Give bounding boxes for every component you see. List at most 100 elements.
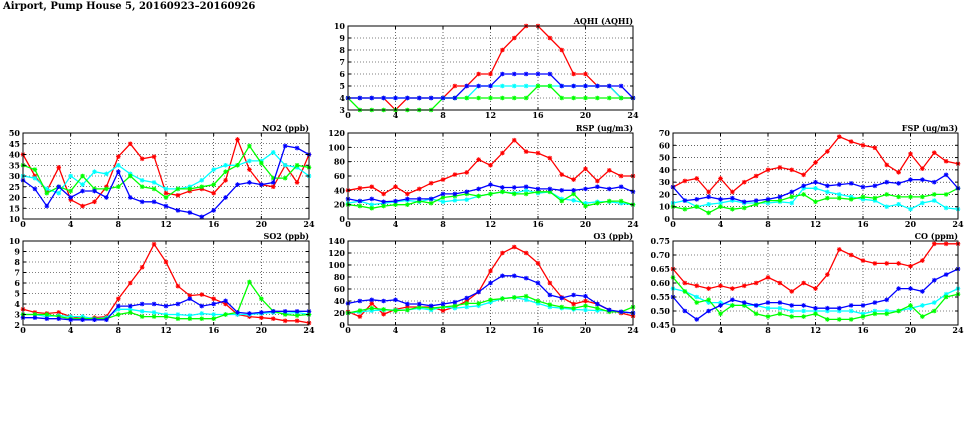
data-point bbox=[765, 275, 771, 280]
data-point bbox=[116, 303, 121, 309]
data-point bbox=[139, 309, 145, 314]
data-point bbox=[682, 178, 688, 184]
data-point bbox=[583, 95, 588, 101]
data-point bbox=[825, 189, 830, 195]
data-point bbox=[416, 95, 422, 101]
data-point bbox=[511, 83, 517, 89]
data-point bbox=[44, 312, 50, 317]
data-point bbox=[464, 301, 470, 306]
data-point bbox=[393, 95, 398, 101]
data-point bbox=[920, 200, 925, 206]
data-point bbox=[56, 165, 62, 170]
data-point bbox=[765, 167, 771, 173]
data-point bbox=[270, 309, 276, 314]
y-tick-label: 140 bbox=[328, 236, 345, 246]
data-point bbox=[848, 139, 854, 144]
y-tick-label: 60 bbox=[659, 140, 671, 150]
data-point bbox=[452, 172, 458, 177]
x-tick-label: 16 bbox=[208, 325, 220, 335]
data-point bbox=[559, 304, 565, 310]
data-point bbox=[583, 293, 588, 299]
data-point bbox=[730, 303, 735, 308]
data-point bbox=[718, 311, 723, 317]
series-3 bbox=[345, 182, 636, 205]
axes: 0 4 8 12 16 20 24 0.45 0.50 0.55 0.60 0.65 0.70 0.75 bbox=[651, 236, 964, 335]
data-point bbox=[104, 171, 109, 177]
x-tick-label: 24 bbox=[627, 325, 639, 335]
data-point bbox=[706, 210, 711, 216]
data-point bbox=[801, 280, 806, 286]
data-point bbox=[139, 314, 145, 319]
x-tick-label: 16 bbox=[532, 110, 544, 120]
data-point bbox=[777, 280, 783, 286]
data-point bbox=[682, 198, 688, 203]
data-point bbox=[56, 310, 62, 315]
data-point bbox=[583, 307, 588, 313]
data-point bbox=[908, 263, 913, 269]
data-point bbox=[559, 172, 565, 177]
data-point bbox=[753, 303, 759, 308]
x-tick-label: 0 bbox=[670, 325, 676, 335]
data-point bbox=[595, 184, 600, 190]
y-tick-label: 40 bbox=[334, 296, 346, 306]
data-point bbox=[211, 167, 216, 172]
data-point bbox=[452, 83, 458, 89]
data-point bbox=[535, 186, 541, 192]
y-tick-label: 7 bbox=[339, 57, 345, 67]
data-point bbox=[559, 198, 565, 204]
data-point bbox=[718, 197, 723, 202]
data-point bbox=[500, 95, 505, 101]
data-point bbox=[381, 311, 386, 317]
data-point bbox=[381, 191, 386, 197]
data-point bbox=[920, 194, 925, 200]
data-point bbox=[151, 154, 157, 159]
x-tick-label: 4 bbox=[393, 325, 399, 335]
data-point bbox=[211, 190, 216, 196]
data-point bbox=[931, 308, 937, 314]
data-point bbox=[428, 200, 434, 206]
data-point bbox=[151, 199, 157, 205]
data-point bbox=[68, 317, 73, 323]
data-point bbox=[452, 198, 458, 203]
x-tick-label: 24 bbox=[303, 219, 315, 229]
data-point bbox=[80, 182, 85, 187]
data-point bbox=[606, 186, 612, 192]
y-tick-label: 40 bbox=[334, 185, 346, 195]
data-point bbox=[606, 83, 612, 89]
data-point bbox=[694, 204, 700, 210]
y-tick-label: 20 bbox=[9, 193, 21, 203]
co-chart: 0 4 8 12 16 20 24 0.45 0.50 0.55 0.60 0.65 0.70 0.75 C… bbox=[651, 231, 964, 335]
grid bbox=[673, 241, 958, 325]
axes: 0 4 8 12 16 20 24 0 20 40 60 80 100 120 140 bbox=[328, 236, 639, 335]
x-tick-label: 12 bbox=[810, 325, 821, 335]
data-point bbox=[80, 317, 85, 323]
data-point bbox=[500, 71, 505, 77]
data-point bbox=[920, 177, 925, 182]
data-point bbox=[908, 177, 913, 182]
data-point bbox=[535, 71, 541, 77]
data-point bbox=[511, 137, 517, 143]
x-tick-label: 24 bbox=[952, 325, 964, 335]
data-point bbox=[848, 308, 854, 314]
data-point bbox=[836, 247, 842, 252]
data-point bbox=[753, 173, 759, 179]
data-point bbox=[884, 308, 890, 314]
data-point bbox=[270, 180, 276, 185]
y-tick-label: 15 bbox=[9, 203, 20, 213]
data-point bbox=[547, 280, 553, 286]
x-tick-label: 8 bbox=[440, 110, 446, 120]
data-point bbox=[559, 95, 565, 101]
data-point bbox=[282, 309, 288, 314]
data-point bbox=[393, 202, 398, 207]
data-point bbox=[393, 308, 398, 313]
data-point bbox=[175, 186, 181, 192]
x-tick-label: 16 bbox=[532, 325, 544, 335]
data-point bbox=[872, 195, 878, 201]
data-point bbox=[416, 196, 422, 202]
data-point bbox=[943, 291, 949, 297]
data-point bbox=[247, 167, 252, 172]
data-point bbox=[583, 200, 588, 206]
data-point bbox=[357, 185, 363, 191]
data-point bbox=[80, 188, 85, 194]
